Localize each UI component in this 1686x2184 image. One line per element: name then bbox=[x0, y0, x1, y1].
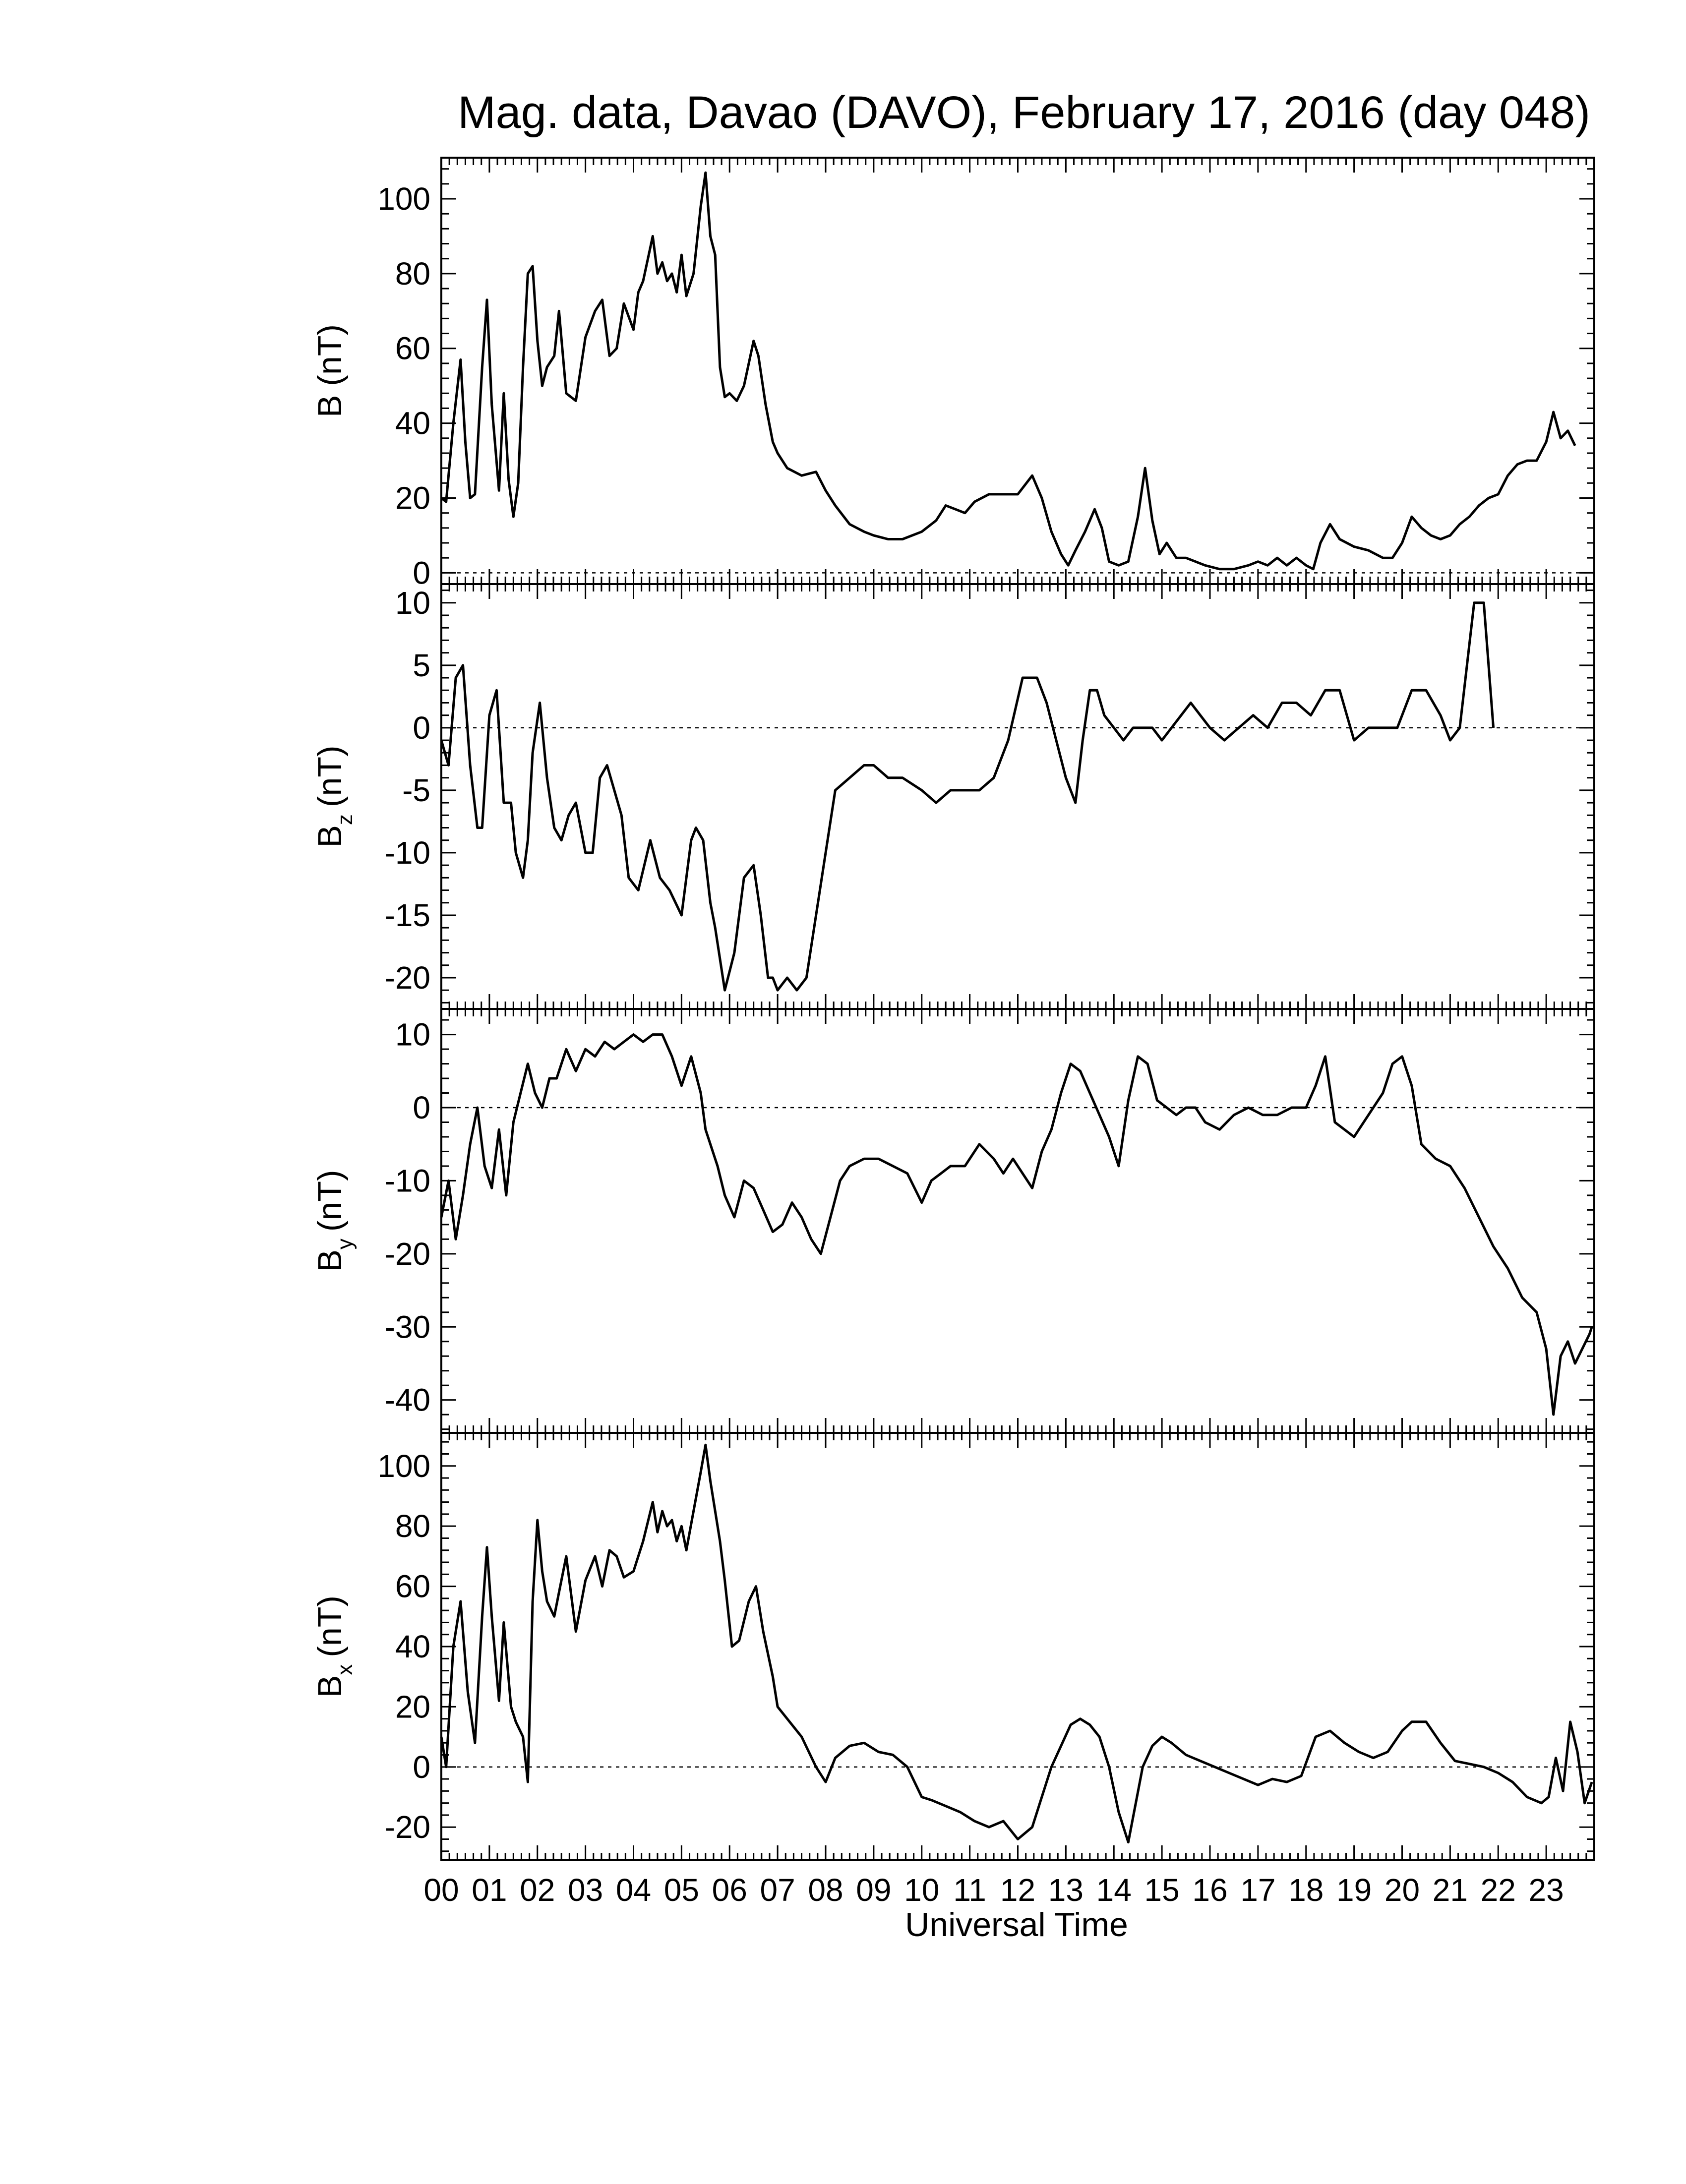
y-label-subscript: y bbox=[333, 1239, 357, 1249]
y-axis-label: Bz (nT) bbox=[311, 745, 357, 847]
y-tick-label: 80 bbox=[395, 256, 430, 292]
x-tick-label: 10 bbox=[904, 1872, 939, 1908]
y-tick-label: 60 bbox=[395, 331, 430, 366]
y-tick-label: 40 bbox=[395, 1629, 430, 1664]
y-label-symbol: B bbox=[311, 1249, 349, 1272]
y-tick-label: -15 bbox=[385, 897, 431, 933]
y-label-unit: (nT) bbox=[311, 745, 349, 807]
y-tick-label: 0 bbox=[413, 710, 430, 746]
series-line-bz bbox=[440, 601, 1495, 992]
x-tick-label: 02 bbox=[520, 1872, 555, 1908]
y-tick-label: -20 bbox=[385, 1236, 431, 1272]
y-tick-label: 0 bbox=[413, 1749, 430, 1785]
y-tick-label: 0 bbox=[413, 1090, 430, 1125]
y-label-unit: (nT) bbox=[311, 1595, 349, 1657]
y-tick-label: 0 bbox=[413, 555, 430, 590]
y-tick-label: -10 bbox=[385, 1163, 431, 1198]
x-tick-label: 07 bbox=[760, 1872, 795, 1908]
series-line-b bbox=[440, 171, 1576, 571]
x-tick-label: 00 bbox=[423, 1872, 459, 1908]
x-tick-label: 22 bbox=[1481, 1872, 1516, 1908]
y-tick-label: -10 bbox=[385, 835, 431, 871]
y-label-unit: (nT) bbox=[311, 324, 349, 386]
panel-frame bbox=[440, 1432, 1595, 1861]
x-tick-label: 12 bbox=[1000, 1872, 1035, 1908]
y-tick-label: 10 bbox=[395, 1017, 430, 1053]
y-label-symbol: B bbox=[311, 825, 349, 847]
y-tick-label: 80 bbox=[395, 1508, 430, 1544]
x-tick-label: 15 bbox=[1144, 1872, 1180, 1908]
x-tick-label: 04 bbox=[616, 1872, 651, 1908]
y-label-symbol: B bbox=[311, 1675, 349, 1698]
y-tick-label: 100 bbox=[377, 181, 430, 217]
x-tick-label: 21 bbox=[1433, 1872, 1468, 1908]
panel-b: 0 20 40 60 80 100 B (nT) bbox=[311, 157, 1595, 590]
y-tick-label: -20 bbox=[385, 960, 431, 996]
x-tick-label: 09 bbox=[856, 1872, 891, 1908]
y-axis-label: B (nT) bbox=[311, 324, 349, 417]
panel-frame bbox=[440, 1008, 1595, 1434]
x-tick-label: 23 bbox=[1529, 1872, 1564, 1908]
y-label-unit: (nT) bbox=[311, 1170, 349, 1232]
y-tick-label: -5 bbox=[402, 772, 430, 808]
x-tick-label: 14 bbox=[1096, 1872, 1132, 1908]
y-label-symbol: B bbox=[311, 395, 349, 417]
y-tick-label: -20 bbox=[385, 1809, 431, 1845]
panel-frame bbox=[440, 583, 1595, 1010]
x-tick-label: 05 bbox=[664, 1872, 699, 1908]
series-line-bx bbox=[440, 1443, 1593, 1844]
y-axis-label: Bx (nT) bbox=[311, 1595, 357, 1698]
y-tick-label: 20 bbox=[395, 1689, 430, 1724]
y-axis-label: By (nT) bbox=[311, 1170, 357, 1272]
y-tick-label: 60 bbox=[395, 1569, 430, 1604]
panels-group: 020406080100B(nT)-20-15-10-50510Bz(nT)-4… bbox=[311, 157, 1595, 1908]
panel-frame bbox=[440, 157, 1595, 585]
panel-by: -40 -30 -20 -10 0 10 By (nT) bbox=[311, 1008, 1595, 1434]
y-label-subscript: z bbox=[333, 814, 357, 825]
x-tick-label: 13 bbox=[1048, 1872, 1084, 1908]
x-tick-label: 17 bbox=[1240, 1872, 1275, 1908]
x-tick-label: 01 bbox=[472, 1872, 507, 1908]
x-tick-label: 06 bbox=[712, 1872, 747, 1908]
y-tick-label: -30 bbox=[385, 1309, 431, 1345]
y-tick-label: 5 bbox=[413, 648, 430, 683]
x-axis-label: Universal Time bbox=[905, 1906, 1128, 1944]
x-tick-label: 08 bbox=[808, 1872, 843, 1908]
y-label-subscript: x bbox=[333, 1664, 357, 1675]
y-tick-label: 20 bbox=[395, 480, 430, 516]
y-tick-label: 100 bbox=[377, 1448, 430, 1484]
y-tick-label: 40 bbox=[395, 406, 430, 441]
x-tick-label: 16 bbox=[1192, 1872, 1227, 1908]
x-tick-label: 20 bbox=[1385, 1872, 1420, 1908]
chart-title: Mag. data, Davao (DAVO), February 17, 20… bbox=[458, 87, 1590, 138]
y-tick-label: 10 bbox=[395, 585, 430, 621]
y-tick-label: -40 bbox=[385, 1382, 431, 1418]
panel-bx: -20 0 20 40 60 80 100 Bx (nT) bbox=[311, 1432, 1595, 1861]
x-tick-label: 03 bbox=[568, 1872, 603, 1908]
panel-bz: -20 -15 -10 -5 0 5 10 Bz (nT) bbox=[311, 583, 1595, 1010]
x-tick-label: 18 bbox=[1288, 1872, 1324, 1908]
series-line-by bbox=[440, 1033, 1593, 1416]
x-tick-label: 19 bbox=[1336, 1872, 1372, 1908]
x-tick-label: 11 bbox=[953, 1872, 986, 1908]
